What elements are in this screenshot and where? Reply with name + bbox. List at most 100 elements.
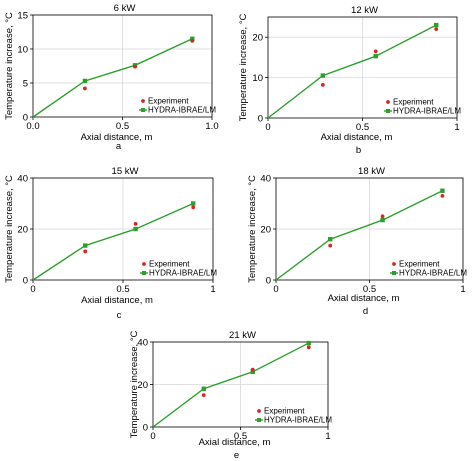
panel-letter: e	[234, 450, 239, 461]
experiment-point	[201, 393, 206, 398]
hydra-point	[306, 340, 311, 346]
experiment-point	[133, 64, 137, 69]
y-tick-label: 40	[137, 338, 148, 349]
legend-experiment-marker	[386, 100, 390, 104]
legend-experiment-label: Experiment	[149, 260, 190, 269]
legend-experiment-label: Experiment	[399, 260, 440, 269]
experiment-point	[133, 222, 138, 226]
chart-title: 12 kW	[351, 5, 378, 16]
x-tick-label: 0	[273, 284, 278, 295]
hydra-point	[201, 386, 206, 391]
experiment-point	[83, 86, 87, 91]
y-tick-label: 0	[266, 276, 271, 287]
legend-box	[138, 257, 212, 279]
legend-hydra-marker	[392, 271, 396, 275]
hydra-point	[133, 226, 138, 232]
y-tick-label: 40	[260, 174, 271, 185]
hydra-point	[190, 36, 195, 41]
hydra-point	[434, 22, 439, 28]
legend-hydra-label: HYDRA-IBRAE/LM	[393, 107, 461, 116]
legend-experiment-marker	[392, 262, 396, 266]
y-tick-label: 10	[17, 45, 28, 56]
panel-letter: b	[356, 145, 361, 156]
panel-letter: a	[116, 141, 122, 152]
hydra-point	[328, 237, 333, 242]
y-tick-label: 0	[23, 113, 28, 124]
y-tick-label: 40	[17, 174, 28, 185]
experiment-point	[83, 249, 88, 254]
chart-panel-c: 0 0.5 1 0 20 40 15 kW Axial distance, m Temperat…	[4, 166, 217, 321]
x-tick-label: 1	[325, 431, 330, 442]
legend-hydra-label: HYDRA-IBRAE/LM	[264, 416, 332, 425]
chart-title: 6 kW	[114, 3, 136, 14]
legend-experiment-marker	[257, 409, 261, 413]
legend-hydra-marker	[142, 271, 146, 275]
y-tick-label: 0	[143, 423, 148, 434]
series-line-hydra	[32, 38, 193, 118]
hydra-point	[82, 78, 88, 84]
y-axis-label: Temperature increase, °C	[4, 12, 15, 120]
chart-panel-d: 0 0.5 1 0 20 40 18 kW Axial distance, m Temperat…	[247, 166, 467, 317]
hydra-point	[320, 73, 326, 78]
x-axis-label: Axial distance, m	[81, 132, 153, 143]
hydra-point	[440, 188, 445, 193]
y-axis-label: Temperature increase, °C	[247, 175, 258, 283]
experiment-point	[191, 205, 196, 210]
y-axis-label: Temperature increase, °C	[129, 330, 140, 438]
y-tick-label: 10	[252, 73, 263, 84]
series-line-hydra	[32, 202, 194, 281]
y-tick-label: 0	[23, 276, 28, 287]
experiment-point	[373, 49, 378, 54]
legend-experiment-marker	[141, 99, 145, 103]
chart-title: 21 kW	[229, 330, 256, 341]
y-axis-label: Temperature increase, °C	[238, 13, 249, 121]
x-tick-label: 0.0	[26, 121, 39, 132]
x-tick-label: 0	[30, 284, 35, 295]
x-tick-label: 1	[454, 122, 459, 133]
chart-title: 15 kW	[112, 166, 139, 177]
hydra-point	[83, 243, 88, 248]
experiment-point	[380, 214, 385, 219]
legend-hydra-label: HYDRA-IBRAE/LM	[149, 269, 217, 278]
x-tick-label: 0.5	[116, 284, 129, 295]
x-tick-label: 1	[210, 284, 215, 295]
hydra-point	[373, 53, 378, 59]
legend-experiment-label: Experiment	[264, 407, 305, 416]
x-axis-label: Axial distance, m	[321, 132, 393, 143]
y-tick-label: 0	[258, 114, 263, 125]
chart-panel-a: 0.0 0.5 1.0 0 5 10 15 6 kW Axial distance, m Temp…	[4, 3, 219, 152]
x-tick-label: 0.5	[356, 122, 369, 133]
x-tick-label: 0.5	[363, 284, 376, 295]
series-line-hydra	[152, 342, 310, 428]
x-axis-label: Axial distance, m	[199, 437, 271, 448]
legend-box	[388, 257, 462, 279]
y-tick-label: 20	[137, 380, 148, 391]
x-tick-label: 1	[460, 284, 465, 295]
chart-panel-e: 0 0.5 1 0 20 40 21 kW Axial distance, m Temperat…	[129, 330, 332, 461]
x-tick-label: 1.0	[205, 121, 218, 132]
x-tick-label: 0	[265, 122, 270, 133]
legend-hydra-label: HYDRA-IBRAE/LM	[148, 106, 216, 115]
experiment-point	[320, 82, 325, 87]
legend-box	[137, 94, 211, 116]
legend-experiment-label: Experiment	[393, 98, 434, 107]
x-tick-label: 0.5	[116, 121, 129, 132]
legend-experiment-marker	[142, 262, 146, 266]
experiment-point	[328, 243, 333, 248]
x-axis-label: Axial distance, m	[328, 293, 400, 304]
series-line-hydra	[275, 190, 443, 281]
experiment-point	[306, 345, 311, 350]
legend-hydra-marker	[257, 418, 261, 422]
legend-box	[253, 404, 327, 426]
x-axis-label: Axial distance, m	[81, 295, 153, 306]
y-tick-label: 20	[260, 225, 271, 236]
x-tick-label: 0	[150, 431, 155, 442]
experiment-point	[434, 27, 439, 32]
legend-experiment-label: Experiment	[148, 97, 189, 106]
